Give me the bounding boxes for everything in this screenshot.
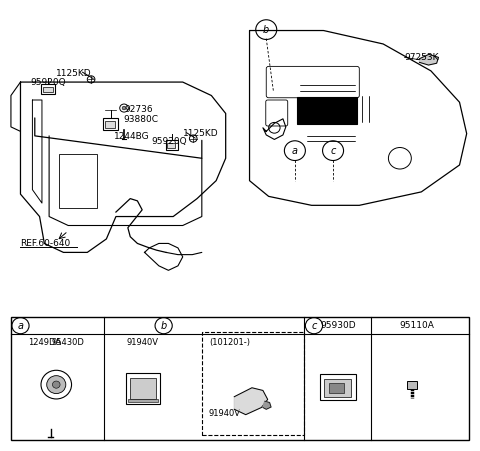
Text: a: a	[17, 321, 24, 331]
Circle shape	[122, 106, 126, 110]
Bar	[128, 399, 158, 402]
Polygon shape	[263, 401, 271, 409]
Bar	[11, 318, 469, 440]
Bar	[202, 332, 304, 435]
Text: 1249DA: 1249DA	[28, 338, 61, 347]
Bar	[43, 87, 53, 92]
Circle shape	[47, 376, 66, 394]
Text: c: c	[330, 146, 336, 156]
Bar	[320, 374, 356, 400]
Text: 1125KD: 1125KD	[183, 129, 218, 138]
Text: 97253K: 97253K	[405, 53, 439, 62]
Polygon shape	[234, 388, 268, 414]
Bar	[103, 118, 118, 129]
Text: 92736: 92736	[124, 106, 153, 115]
Bar	[407, 381, 417, 389]
Text: 1125KD: 1125KD	[56, 69, 92, 78]
Bar	[166, 140, 178, 150]
Text: b: b	[263, 25, 269, 35]
Polygon shape	[420, 54, 439, 65]
Text: 95920Q: 95920Q	[30, 78, 66, 87]
Text: 93880C: 93880C	[123, 115, 158, 124]
Bar	[329, 383, 344, 393]
Text: 95930D: 95930D	[320, 321, 356, 330]
Text: 1244BG: 1244BG	[114, 132, 149, 141]
Bar	[324, 379, 351, 397]
Text: (101201-): (101201-)	[209, 338, 250, 347]
Text: 95430D: 95430D	[52, 338, 84, 347]
Text: 95110A: 95110A	[399, 321, 434, 330]
Bar	[168, 143, 175, 148]
Bar	[106, 120, 115, 128]
Text: 95920Q: 95920Q	[152, 137, 187, 146]
Text: c: c	[312, 321, 317, 331]
Circle shape	[52, 381, 60, 388]
Bar	[297, 97, 357, 124]
Bar	[130, 378, 156, 400]
Text: REF.60-640: REF.60-640	[21, 239, 71, 248]
Bar	[126, 373, 160, 404]
Text: 91940V: 91940V	[126, 338, 158, 347]
Text: 91940V: 91940V	[209, 409, 241, 418]
Text: b: b	[160, 321, 167, 331]
Bar	[59, 154, 97, 207]
Text: a: a	[292, 146, 298, 156]
Bar	[41, 84, 55, 94]
